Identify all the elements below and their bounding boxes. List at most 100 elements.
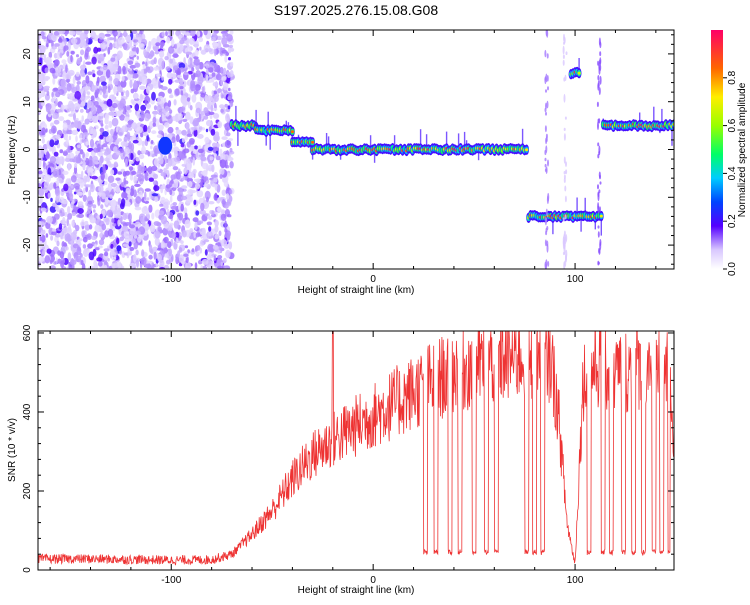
noise-cell bbox=[84, 184, 92, 188]
noise-cell bbox=[131, 122, 138, 130]
noise-cell bbox=[204, 145, 209, 152]
noise-cell bbox=[177, 74, 182, 78]
noise-cell bbox=[91, 56, 97, 65]
noise-cell bbox=[192, 217, 199, 223]
noise-cell bbox=[58, 156, 65, 164]
noise-cell bbox=[202, 162, 209, 170]
noise-cell bbox=[174, 88, 180, 96]
noise-cell bbox=[228, 57, 231, 61]
noise-cell bbox=[51, 91, 54, 98]
streak-cell bbox=[546, 53, 549, 59]
streak-cell bbox=[546, 240, 549, 247]
noise-cell bbox=[160, 196, 166, 205]
y-tick-label: 600 bbox=[22, 324, 33, 341]
noise-cell bbox=[175, 134, 180, 143]
noise-cell bbox=[66, 50, 70, 57]
noise-cell bbox=[203, 115, 209, 120]
noise-cell bbox=[178, 153, 185, 160]
noise-cell bbox=[58, 179, 64, 184]
noise-cell bbox=[200, 156, 207, 161]
noise-cell bbox=[170, 205, 177, 210]
noise-cell bbox=[102, 209, 106, 218]
noise-cell bbox=[212, 142, 217, 148]
noise-cell bbox=[116, 138, 122, 142]
noise-cell bbox=[215, 155, 221, 161]
noise-cell bbox=[91, 115, 99, 124]
noise-cell bbox=[110, 169, 115, 176]
streak-cell bbox=[562, 54, 565, 59]
streak-cell bbox=[599, 181, 602, 185]
noise-cell bbox=[178, 212, 184, 221]
noise-cell bbox=[184, 245, 189, 249]
noise-cell bbox=[68, 69, 75, 76]
spectrogram-marks bbox=[38, 30, 674, 269]
noise-cell bbox=[117, 198, 121, 206]
streak-cell bbox=[597, 142, 600, 147]
x-tick-label: -100 bbox=[161, 274, 181, 285]
noise-cell bbox=[227, 105, 231, 110]
noise-cell bbox=[149, 224, 156, 233]
noise-cell bbox=[87, 243, 93, 249]
noise-cell bbox=[204, 213, 209, 217]
noise-cell bbox=[45, 233, 49, 238]
streak-cell bbox=[547, 159, 549, 167]
streak-cell bbox=[545, 259, 548, 267]
y-tick-label: 200 bbox=[22, 482, 33, 499]
noise-cell bbox=[69, 259, 77, 266]
noise-cell bbox=[85, 75, 90, 84]
y-tick-label: -20 bbox=[22, 237, 33, 252]
streak-cell bbox=[544, 107, 547, 113]
noise-cell bbox=[203, 44, 211, 52]
leak-streak bbox=[309, 141, 312, 153]
noise-cell bbox=[226, 132, 231, 137]
noise-cell bbox=[66, 218, 69, 227]
noise-cell bbox=[97, 143, 101, 153]
noise-cell bbox=[64, 211, 68, 217]
streak-cell bbox=[599, 206, 601, 213]
noise-cell bbox=[123, 30, 127, 38]
noise-cell bbox=[226, 214, 232, 218]
noise-cell bbox=[104, 181, 108, 186]
noise-cell bbox=[75, 185, 80, 190]
noise-cell bbox=[172, 115, 177, 122]
noise-cell bbox=[51, 228, 56, 232]
noise-cell bbox=[39, 45, 46, 54]
noise-cell bbox=[53, 87, 59, 91]
noise-cell bbox=[45, 174, 51, 183]
noise-cell bbox=[154, 230, 161, 239]
noise-cell bbox=[178, 203, 181, 211]
leak-streak bbox=[419, 129, 422, 149]
noise-cell bbox=[211, 164, 215, 173]
noise-cell bbox=[133, 51, 137, 56]
noise-cell bbox=[191, 94, 197, 103]
noise-cell bbox=[41, 137, 45, 144]
noise-cell bbox=[47, 110, 52, 115]
noise-cell bbox=[38, 261, 41, 266]
streak-cell bbox=[562, 251, 565, 256]
noise-cell bbox=[184, 219, 191, 229]
x-tick-label: 100 bbox=[567, 274, 584, 285]
noise-cell bbox=[121, 91, 124, 97]
noise-cell bbox=[89, 183, 95, 193]
noise-cell bbox=[152, 173, 159, 180]
streak-cell bbox=[545, 111, 547, 116]
noise-cell bbox=[59, 251, 65, 259]
noise-cell bbox=[46, 151, 50, 159]
noise-cell bbox=[153, 57, 157, 65]
noise-cell bbox=[209, 156, 214, 161]
noise-cell bbox=[49, 156, 57, 164]
noise-cell bbox=[78, 238, 83, 242]
noise-cell bbox=[126, 123, 132, 128]
noise-cell bbox=[183, 100, 188, 106]
noise-cell bbox=[41, 127, 46, 136]
noise-cell bbox=[95, 247, 100, 251]
noise-cell bbox=[116, 237, 120, 245]
noise-cell bbox=[64, 157, 72, 162]
noise-cell bbox=[163, 264, 170, 269]
noise-cell bbox=[86, 233, 92, 241]
noise-cell bbox=[130, 88, 135, 94]
noise-cell bbox=[58, 116, 65, 122]
noise-cell bbox=[67, 188, 73, 194]
noise-cell bbox=[101, 103, 108, 111]
snr-series-line bbox=[38, 331, 674, 566]
